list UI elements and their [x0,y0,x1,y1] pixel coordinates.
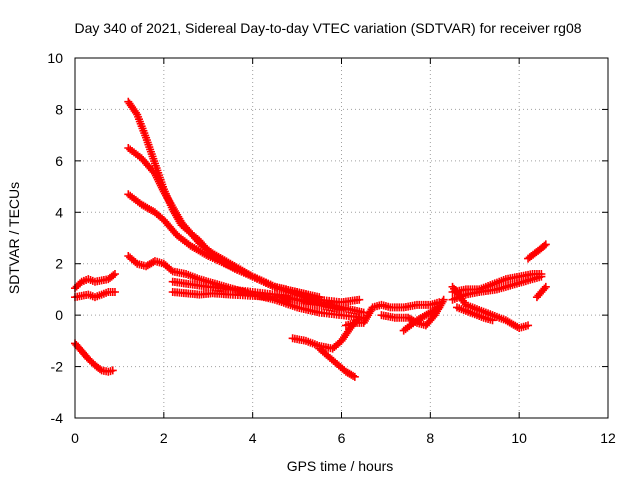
data-point [131,108,140,117]
data-point [109,271,118,280]
data-point [435,303,444,312]
y-tick-label: 6 [55,153,63,169]
series-track-l [341,298,444,330]
data-point [439,295,448,304]
series-track-n [399,303,444,335]
series-track-i [168,277,346,314]
data-point [540,241,549,250]
series-track-f [124,190,368,317]
data-point [540,284,549,293]
y-axis-ticks: -4 -2 0 2 4 6 8 10 [47,50,608,426]
data-point [110,288,119,296]
data-point [110,270,119,278]
data-point [433,304,442,313]
x-tick-label: 2 [160,430,168,446]
x-tick-label: 8 [426,430,434,446]
series-track-q [448,282,533,332]
data-point [95,365,104,374]
series-track-k [315,344,359,381]
y-tick-label: -2 [51,359,64,375]
data-point [541,282,550,291]
x-tick-label: 10 [511,430,527,446]
y-tick-label: -4 [51,410,64,426]
chart-title: Day 340 of 2021, Sidereal Day-to-day VTE… [74,20,581,36]
series-track-b [71,288,119,302]
grid-lines [75,58,608,418]
series-track-c [71,339,117,376]
series-track-j [288,313,364,353]
x-tick-label: 6 [338,430,346,446]
series-track-a [71,270,119,293]
series-track-r [452,303,497,325]
data-point [524,321,533,330]
y-tick-label: 8 [55,101,63,117]
data-point [349,371,358,380]
data-point [537,272,546,281]
y-axis-label: SDTVAR / TECUs [6,182,22,294]
x-tick-label: 0 [71,430,79,446]
series-track-t [532,282,550,302]
x-axis-label: GPS time / hours [287,458,394,474]
y-tick-label: 0 [55,307,63,323]
x-tick-label: 4 [249,430,257,446]
data-points [71,97,550,381]
series-track-g [124,252,368,322]
data-point [350,372,359,381]
y-tick-label: 10 [47,50,63,66]
data-point [108,366,117,375]
data-point [355,295,364,304]
y-tick-label: 2 [55,256,63,272]
series-track-s [524,240,550,263]
x-axis-ticks: 0 2 4 6 8 10 12 [71,58,616,446]
series-track-p [448,272,546,304]
data-point [541,240,550,249]
data-point [488,316,497,325]
x-tick-label: 12 [600,430,616,446]
y-tick-label: 4 [55,204,63,220]
data-point [337,306,346,314]
